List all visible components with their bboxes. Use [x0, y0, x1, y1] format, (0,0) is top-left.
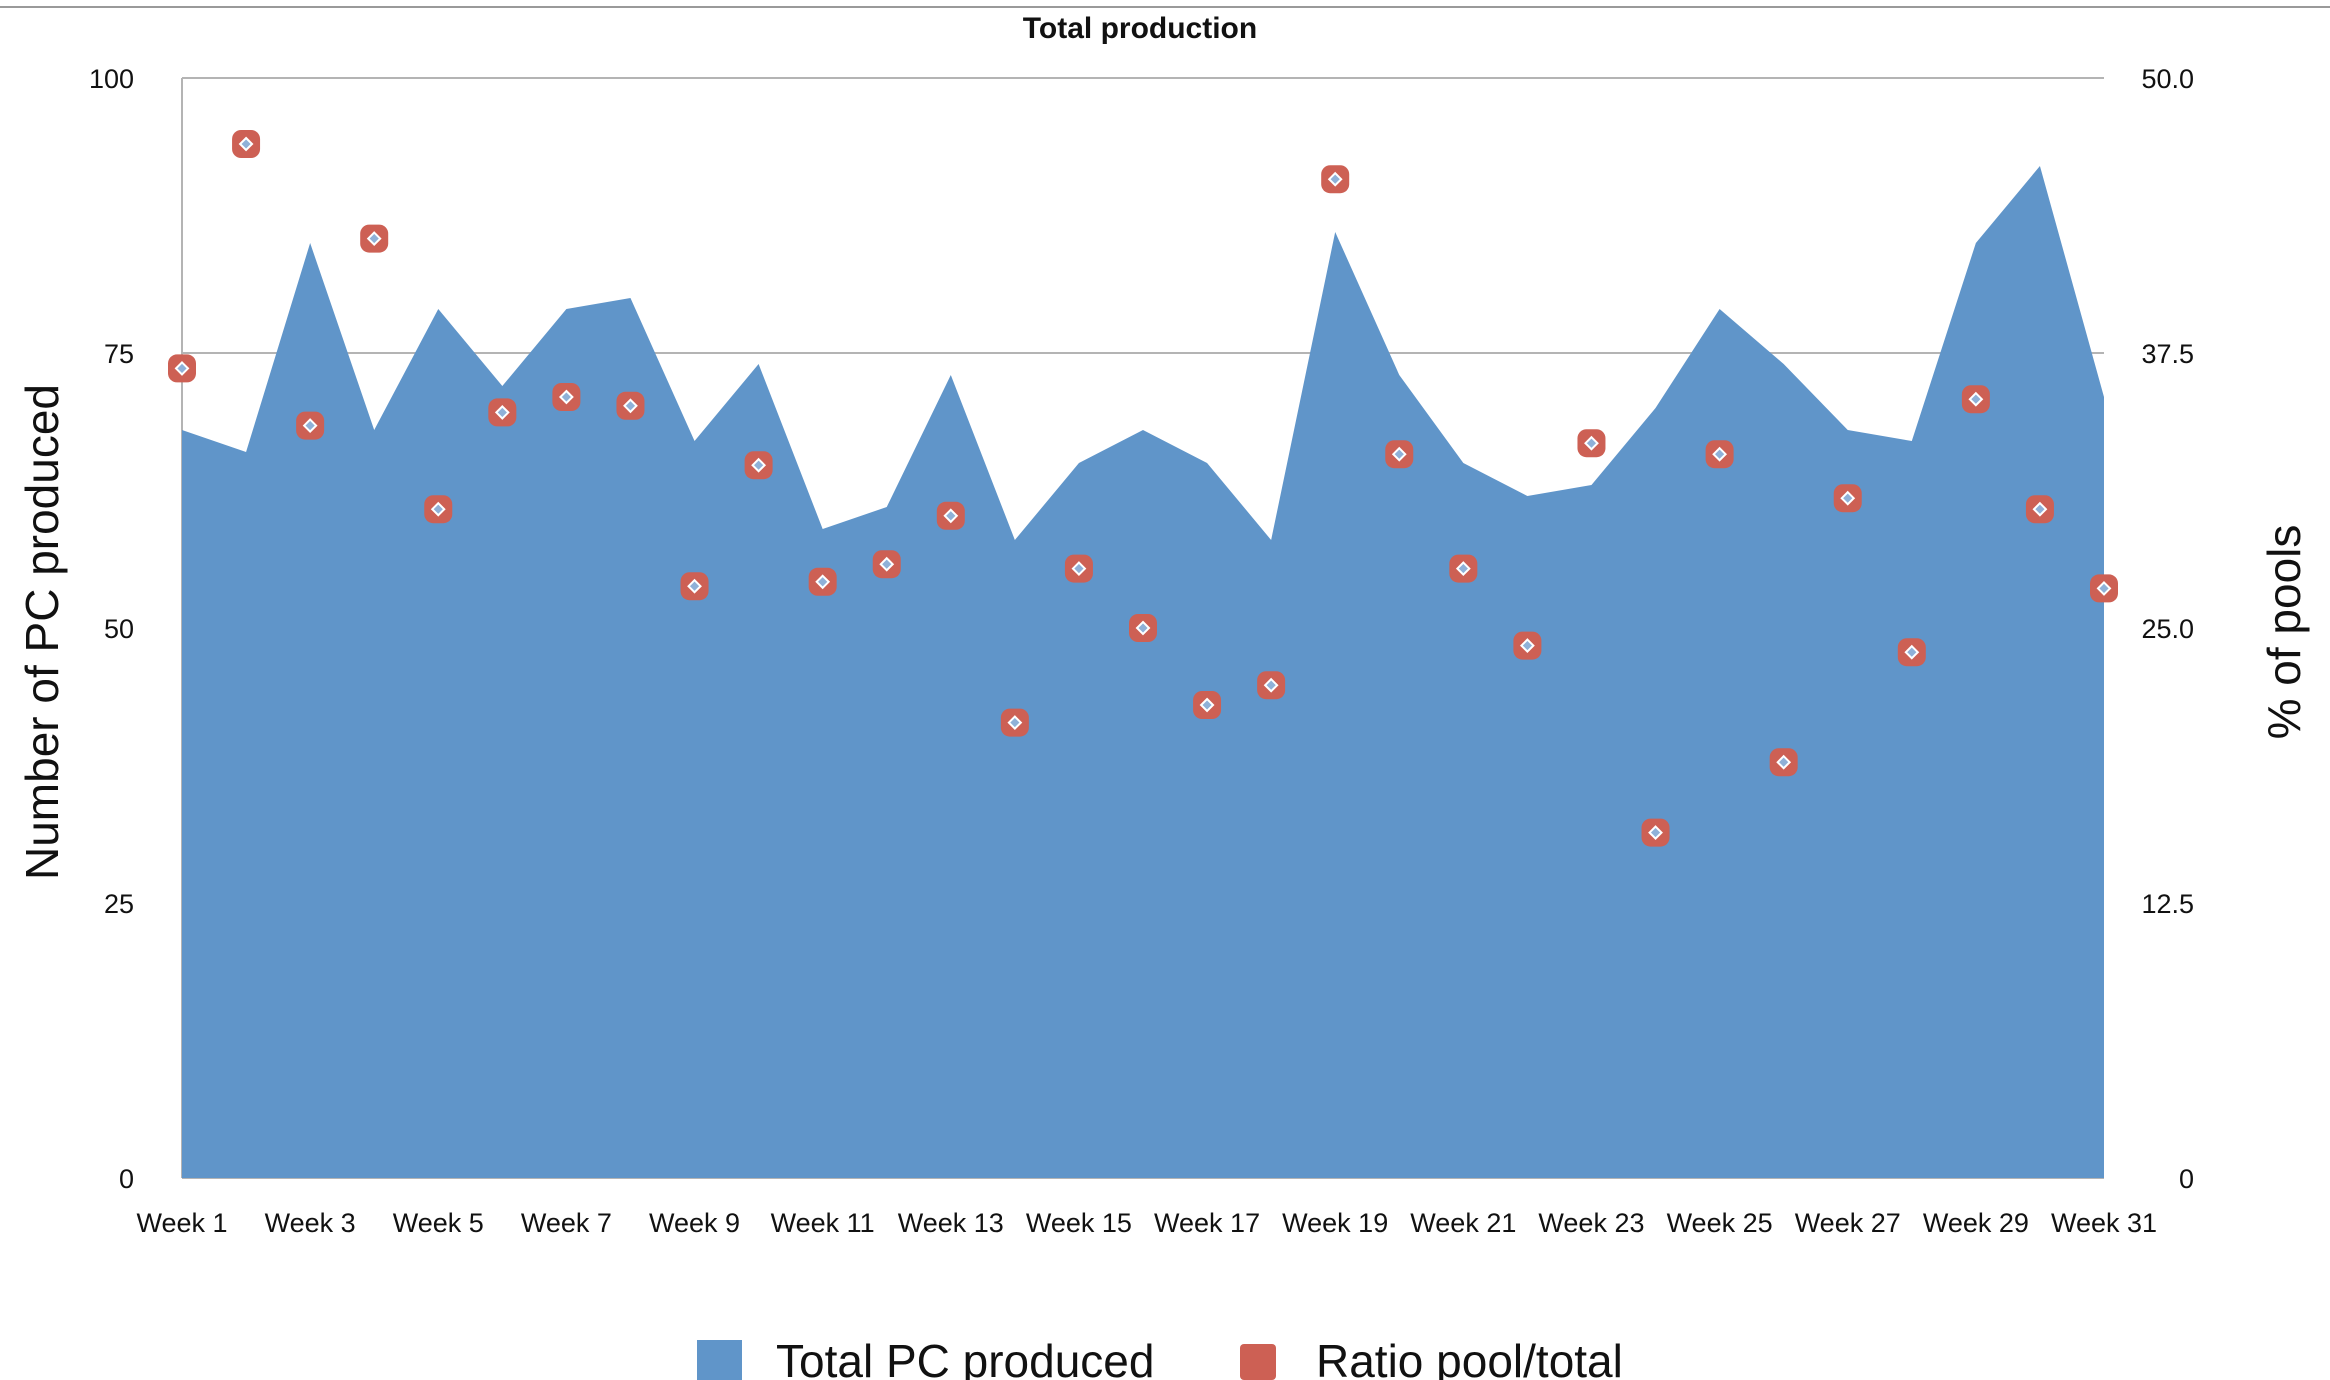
ratio-point-week-7: [552, 383, 581, 411]
ratio-point-week-11: [808, 567, 837, 596]
ratio-point-week-9: [680, 572, 709, 601]
x-tick-label-week-27: Week 27: [1795, 1208, 1901, 1238]
ratio-point-week-5: [424, 495, 453, 524]
x-tick-label-week-3: Week 3: [265, 1208, 356, 1238]
ratio-point-week-21: [1449, 554, 1478, 583]
x-tick-label-week-19: Week 19: [1282, 1208, 1388, 1238]
ratio-point-week-1: [168, 354, 196, 383]
right-tick-label: 25.0: [2141, 614, 2194, 644]
x-tick-label-week-5: Week 5: [393, 1208, 484, 1238]
ratio-point-week-25: [1705, 440, 1734, 469]
right-axis-title: % of pools: [2258, 525, 2310, 740]
top-border-rule: [0, 6, 2330, 8]
legend-label-total-pc-produced: Total PC produced: [776, 1335, 1154, 1380]
right-tick-label: 0: [2179, 1164, 2194, 1194]
right-tick-label: 50.0: [2141, 64, 2194, 94]
ratio-point-week-18: [1257, 671, 1286, 700]
right-tick-label: 37.5: [2141, 339, 2194, 369]
x-tick-label-week-15: Week 15: [1026, 1208, 1132, 1238]
ratio-point-week-26: [1769, 748, 1798, 777]
legend-label-ratio-pool-total: Ratio pool/total: [1316, 1335, 1623, 1380]
ratio-point-week-15: [1064, 554, 1093, 583]
ratio-point-week-20: [1385, 440, 1414, 469]
ratio-point-week-10: [744, 451, 773, 480]
x-tick-label-week-11: Week 11: [771, 1208, 875, 1238]
chart-title: Total production: [1023, 12, 1257, 45]
ratio-point-week-27: [1833, 484, 1862, 513]
x-tick-label-week-21: Week 21: [1410, 1208, 1516, 1238]
left-tick-label: 0: [119, 1164, 134, 1194]
ratio-point-week-13: [936, 501, 965, 530]
ratio-point-week-4: [360, 224, 389, 253]
area-series-total-pc-produced: [182, 166, 2104, 1178]
ratio-point-week-19: [1321, 165, 1350, 194]
ratio-point-week-30: [2025, 495, 2054, 524]
left-axis-ticks: 0 25 50 75 100: [89, 64, 134, 1194]
left-tick-label: 100: [89, 64, 134, 94]
x-tick-label-week-1: Week 1: [136, 1208, 227, 1238]
ratio-point-week-8: [616, 391, 645, 420]
ratio-point-week-14: [1000, 708, 1029, 737]
ratio-point-week-31: [2090, 574, 2118, 603]
scatter-series-layer: [168, 130, 2118, 847]
ratio-point-week-24: [1641, 818, 1670, 847]
x-axis-ticks: Week 1 Week 3 Week 5 Week 7 Week 9 Week 11 Wee…: [136, 1208, 2157, 1238]
area-series-layer: [182, 166, 2104, 1178]
ratio-point-week-23: [1577, 429, 1606, 458]
legend-swatch-ratio-pool-total: [1240, 1344, 1276, 1380]
x-tick-label-week-9: Week 9: [649, 1208, 740, 1238]
legend: Total PC produced Ratio pool/total: [697, 1335, 1623, 1380]
left-tick-label: 75: [104, 339, 134, 369]
ratio-point-week-28: [1897, 638, 1926, 667]
x-tick-label-week-23: Week 23: [1538, 1208, 1644, 1238]
ratio-point-week-16: [1129, 614, 1157, 642]
left-axis-title: Number of PC produced: [16, 384, 68, 880]
x-tick-label-week-25: Week 25: [1667, 1208, 1773, 1238]
right-axis-ticks: 0 12.5 25.0 37.5 50.0: [2141, 64, 2194, 1194]
ratio-point-week-2: [232, 130, 261, 158]
x-tick-label-week-17: Week 17: [1154, 1208, 1260, 1238]
x-tick-label-week-29: Week 29: [1923, 1208, 2029, 1238]
ratio-point-week-29: [1961, 385, 1990, 414]
left-tick-label: 50: [104, 614, 134, 644]
left-tick-label: 25: [104, 889, 134, 919]
ratio-point-week-6: [488, 398, 517, 427]
ratio-point-week-17: [1193, 691, 1222, 719]
ratio-point-week-3: [296, 411, 325, 440]
legend-swatch-total-pc-produced: [697, 1340, 742, 1380]
right-tick-label: 12.5: [2141, 889, 2194, 919]
x-tick-label-week-31: Week 31: [2051, 1208, 2157, 1238]
x-tick-label-week-7: Week 7: [521, 1208, 612, 1238]
x-tick-label-week-13: Week 13: [898, 1208, 1004, 1238]
ratio-point-week-12: [872, 550, 901, 579]
ratio-point-week-22: [1513, 631, 1542, 660]
